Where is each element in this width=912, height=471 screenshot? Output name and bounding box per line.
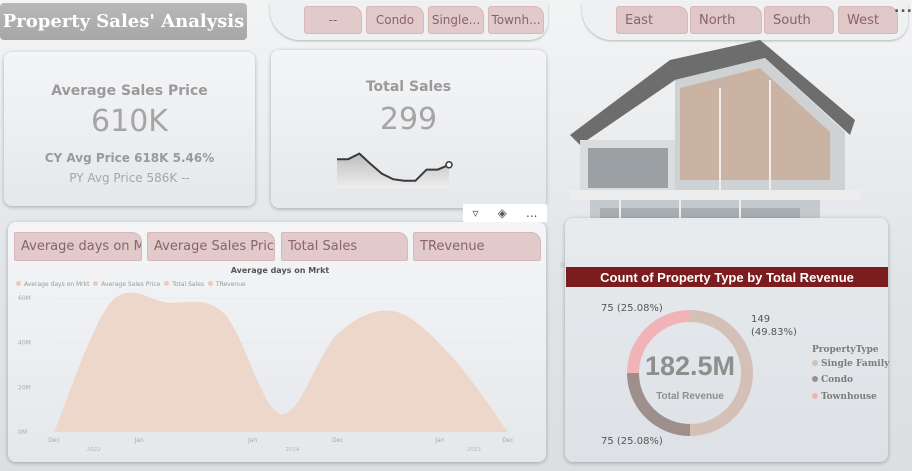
property-type-slicer: -- Condo Single... Townh... bbox=[270, 2, 548, 40]
chart-title: Average days on Mrkt bbox=[230, 266, 330, 275]
sparkline-line bbox=[337, 152, 450, 182]
x-tick-label: Dec bbox=[48, 437, 60, 444]
slicer-item-south[interactable]: South bbox=[764, 6, 834, 34]
area-series bbox=[54, 292, 508, 432]
x-tick-label: Jan bbox=[134, 437, 144, 444]
y-tick-label: 60M bbox=[18, 295, 31, 302]
kpi-cy-line: CY Avg Price 618K 5.46% bbox=[44, 151, 215, 165]
tab-trevenue[interactable]: TRevenue bbox=[413, 232, 541, 261]
donut-label-condo: 75 (25.08%) bbox=[601, 303, 663, 314]
kpi-py-line: PY Avg Price 586K -- bbox=[69, 171, 190, 185]
x-tick-label: Dec bbox=[502, 437, 514, 444]
legend-item: Average days on Mrkt bbox=[16, 281, 89, 288]
chart-legend: Average days on Mrkt Average Sales Price… bbox=[16, 281, 246, 288]
donut-label-percent: (49.83%) bbox=[751, 327, 797, 338]
donut-center-value: 182.5M bbox=[644, 351, 736, 381]
y-tick-label: 40M bbox=[18, 340, 31, 347]
page-title: Property Sales' Analysis bbox=[0, 3, 247, 40]
eraser-icon[interactable]: ◈ bbox=[497, 206, 507, 220]
donut-legend-condo: Condo bbox=[812, 375, 853, 385]
donut-legend-title: PropertyType bbox=[812, 345, 879, 355]
donut-title: Count of Property Type by Total Revenue bbox=[566, 267, 888, 287]
legend-item: Average Sales Price bbox=[93, 281, 160, 288]
slicer-item-townhouse[interactable]: Townh... bbox=[488, 6, 544, 34]
visual-header-toolbar: ▿ ◈ ... bbox=[463, 204, 547, 222]
donut-legend-single-family: Single Family bbox=[812, 359, 889, 369]
region-slicer: East North South West bbox=[582, 2, 908, 40]
more-options-icon[interactable]: ... bbox=[894, 0, 912, 16]
donut-legend-townhouse: Townhouse bbox=[812, 392, 877, 402]
avg-sales-price-card: Average Sales Price 610K CY Avg Price 61… bbox=[4, 52, 255, 206]
x-year-label: 2023 bbox=[467, 447, 481, 453]
more-options-icon[interactable]: ... bbox=[526, 206, 538, 220]
sales-sparkline bbox=[337, 152, 453, 188]
slicer-item-west[interactable]: West bbox=[838, 6, 898, 34]
tab-average-days[interactable]: Average days on M... bbox=[14, 232, 142, 261]
donut-segment-townhouse[interactable] bbox=[627, 310, 691, 374]
slicer-item-north[interactable]: North bbox=[690, 6, 762, 34]
y-tick-label: 20M bbox=[18, 384, 31, 391]
x-tick-label: Jan bbox=[434, 437, 444, 444]
sparkline-area bbox=[337, 153, 449, 188]
x-tick-label: Jan bbox=[247, 437, 257, 444]
slicer-item-blank[interactable]: -- bbox=[304, 6, 362, 34]
legend-item: TRevenue bbox=[207, 281, 246, 288]
donut-label-townhouse: 75 (25.08%) bbox=[601, 436, 663, 447]
donut-label-value: 149 bbox=[751, 314, 771, 325]
kpi-value: 610K bbox=[91, 104, 168, 139]
slicer-item-condo[interactable]: Condo bbox=[366, 6, 424, 34]
donut-segment-condo[interactable] bbox=[627, 372, 691, 436]
x-year-label: 2024 bbox=[285, 447, 299, 453]
sparkline-end-marker bbox=[445, 161, 453, 169]
tab-average-sales-price[interactable]: Average Sales Price bbox=[147, 232, 275, 261]
donut-chart bbox=[627, 310, 753, 436]
donut-label-single-family: 149 (49.83%) bbox=[751, 313, 797, 339]
area-chart: 0M 20M 40M 60M Dec Jan Jan Dec Jan Dec 2022 2024 202… bbox=[18, 292, 514, 453]
tab-total-sales[interactable]: Total Sales bbox=[281, 232, 408, 261]
filter-icon[interactable]: ▿ bbox=[472, 206, 479, 220]
kpi-value: 299 bbox=[379, 102, 438, 137]
donut-segment-single-family[interactable] bbox=[689, 310, 753, 436]
kpi-title: Average Sales Price bbox=[51, 83, 208, 99]
slicer-item-single-family[interactable]: Single... bbox=[428, 6, 484, 34]
y-tick-label: 0M bbox=[18, 429, 27, 436]
x-year-label: 2022 bbox=[87, 447, 101, 453]
donut-center-label: Total Revenue bbox=[656, 391, 724, 402]
legend-item: Total Sales bbox=[164, 281, 204, 288]
x-tick-label: Dec bbox=[332, 437, 344, 444]
kpi-title: Total Sales bbox=[365, 79, 452, 95]
total-sales-card: Total Sales 299 bbox=[271, 50, 546, 208]
slicer-item-east[interactable]: East bbox=[616, 6, 688, 34]
